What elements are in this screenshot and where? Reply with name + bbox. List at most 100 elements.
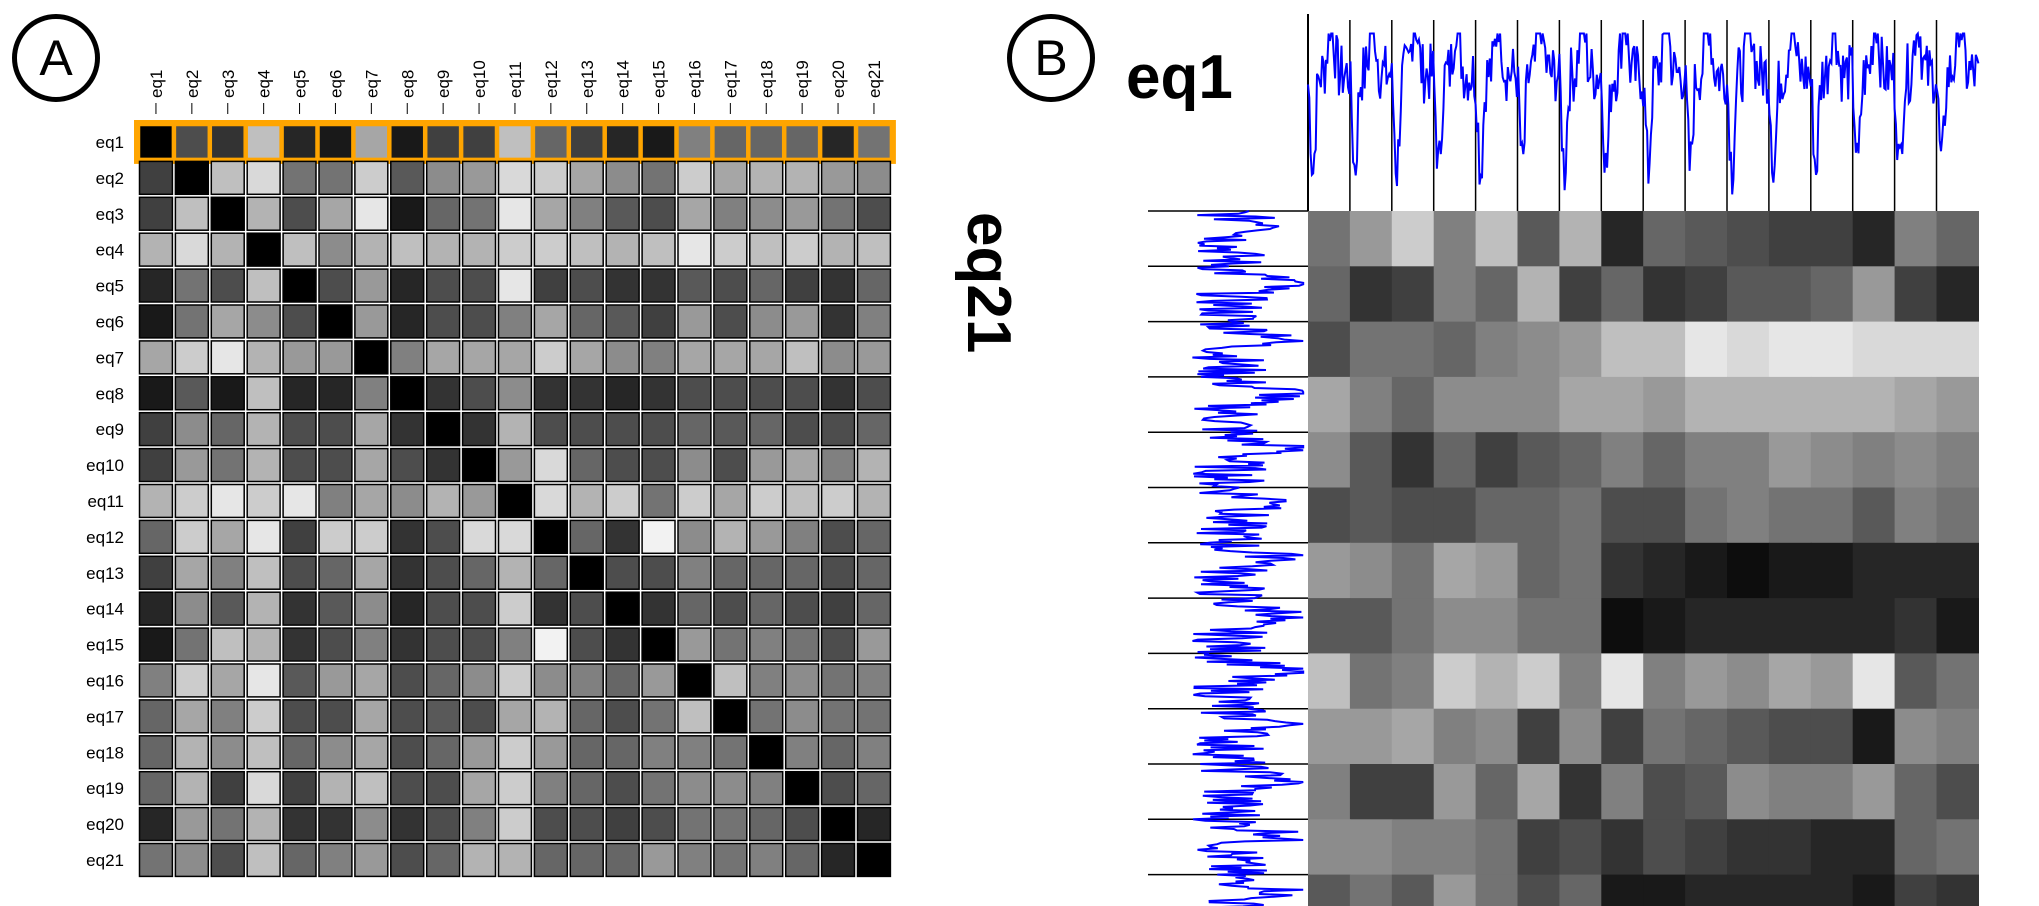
heatmap-cell bbox=[1685, 708, 1728, 765]
heatmap-cell bbox=[174, 770, 210, 806]
heatmap-cell bbox=[1768, 653, 1812, 710]
heatmap-cell bbox=[1894, 376, 1938, 433]
heatmap-cell bbox=[1308, 211, 1351, 267]
heatmap-cell bbox=[1308, 874, 1351, 906]
heatmap-cell bbox=[1433, 764, 1477, 820]
row-label: eq12 bbox=[86, 528, 124, 547]
heatmap-cell bbox=[677, 627, 712, 662]
heatmap-cell bbox=[138, 304, 174, 339]
column-label: eq16 bbox=[685, 60, 704, 98]
heatmap-cell bbox=[246, 770, 281, 806]
heatmap-cell bbox=[354, 699, 389, 734]
heatmap-cell bbox=[784, 555, 820, 590]
heatmap-cell bbox=[856, 699, 892, 734]
heatmap-cell bbox=[1517, 266, 1560, 323]
heatmap-cell bbox=[1349, 708, 1393, 765]
heatmap-cell bbox=[282, 591, 317, 626]
heatmap-cell bbox=[856, 627, 892, 662]
row-label: eq20 bbox=[86, 815, 124, 834]
row-label: eq6 bbox=[96, 312, 124, 331]
heatmap-cell bbox=[856, 735, 892, 770]
heatmap-cell bbox=[1936, 542, 1979, 599]
heatmap-cell bbox=[390, 555, 425, 590]
heatmap-cell bbox=[1643, 432, 1686, 489]
heatmap-cell bbox=[677, 842, 712, 878]
heatmap-cell bbox=[174, 663, 210, 698]
heatmap-cell bbox=[1559, 211, 1602, 267]
heatmap-cell bbox=[210, 770, 245, 806]
heatmap-cell bbox=[138, 627, 174, 662]
heatmap-cell bbox=[713, 483, 748, 519]
heatmap-cell bbox=[282, 411, 317, 447]
heatmap-cell bbox=[390, 627, 425, 662]
heatmap-cell bbox=[210, 627, 245, 662]
heatmap-cell bbox=[318, 627, 353, 662]
heatmap-cell bbox=[1936, 819, 1979, 876]
heatmap-cell bbox=[641, 627, 676, 662]
heatmap-cell bbox=[282, 806, 317, 842]
heatmap-cell bbox=[282, 555, 317, 590]
heatmap-cell bbox=[497, 447, 533, 483]
heatmap-cell bbox=[497, 411, 533, 447]
heatmap-cell bbox=[1601, 211, 1644, 267]
heatmap-cell bbox=[461, 196, 497, 231]
heatmap-cell bbox=[713, 268, 748, 303]
heatmap-cell bbox=[641, 519, 676, 555]
heatmap-cell bbox=[820, 591, 856, 626]
heatmap-cell bbox=[1727, 432, 1770, 489]
heatmap-cell bbox=[174, 735, 210, 770]
heatmap-cell bbox=[1601, 432, 1644, 489]
heatmap-cell bbox=[354, 627, 389, 662]
heatmap-cell bbox=[318, 842, 353, 878]
heatmap-cell bbox=[569, 735, 604, 770]
heatmap-cell bbox=[605, 124, 640, 160]
heatmap-cell bbox=[856, 663, 892, 698]
row-label: eq16 bbox=[86, 671, 124, 690]
heatmap-cell bbox=[1559, 708, 1602, 765]
heatmap-cell bbox=[497, 519, 533, 555]
heatmap-cell bbox=[784, 770, 820, 806]
heatmap-cell bbox=[425, 591, 461, 626]
heatmap-cell bbox=[1768, 432, 1812, 489]
heatmap-cell bbox=[210, 519, 245, 555]
heatmap-cell bbox=[856, 770, 892, 806]
heatmap-cell bbox=[282, 232, 317, 267]
heatmap-cell bbox=[246, 591, 281, 626]
heatmap-cell bbox=[497, 196, 533, 231]
heatmap-cell bbox=[856, 555, 892, 590]
heatmap-cell bbox=[1391, 376, 1435, 433]
heatmap-cell bbox=[174, 591, 210, 626]
heatmap-cell bbox=[1559, 266, 1602, 323]
heatmap-cell bbox=[174, 555, 210, 590]
column-label: eq3 bbox=[219, 70, 238, 98]
panel-b-col-signal-label: eq1 bbox=[1126, 43, 1233, 112]
heatmap-cell bbox=[174, 268, 210, 303]
heatmap-cell bbox=[354, 447, 389, 483]
heatmap-cell bbox=[1810, 598, 1854, 654]
heatmap-cell bbox=[390, 232, 425, 267]
heatmap-cell bbox=[784, 699, 820, 734]
heatmap-cell bbox=[318, 304, 353, 339]
heatmap-cell bbox=[1852, 211, 1896, 267]
heatmap-cell bbox=[1727, 542, 1770, 599]
heatmap-cell bbox=[461, 699, 497, 734]
heatmap-cell bbox=[605, 555, 640, 590]
heatmap-cell bbox=[605, 232, 640, 267]
heatmap-cell bbox=[641, 268, 676, 303]
heatmap-cell bbox=[246, 699, 281, 734]
heatmap-cell bbox=[318, 806, 353, 842]
heatmap-cell bbox=[641, 447, 676, 483]
heatmap-cell bbox=[282, 447, 317, 483]
heatmap-cell bbox=[605, 160, 640, 196]
heatmap-cell bbox=[1852, 653, 1896, 710]
heatmap-cell bbox=[1894, 321, 1938, 378]
heatmap-cell bbox=[210, 376, 245, 411]
heatmap-cell bbox=[569, 519, 604, 555]
heatmap-cell bbox=[820, 232, 856, 267]
heatmap-cell bbox=[1559, 819, 1602, 876]
heatmap-cell bbox=[354, 842, 389, 878]
heatmap-cell bbox=[749, 806, 784, 842]
heatmap-cell bbox=[677, 770, 712, 806]
heatmap-cell bbox=[569, 770, 604, 806]
heatmap-cell bbox=[820, 268, 856, 303]
